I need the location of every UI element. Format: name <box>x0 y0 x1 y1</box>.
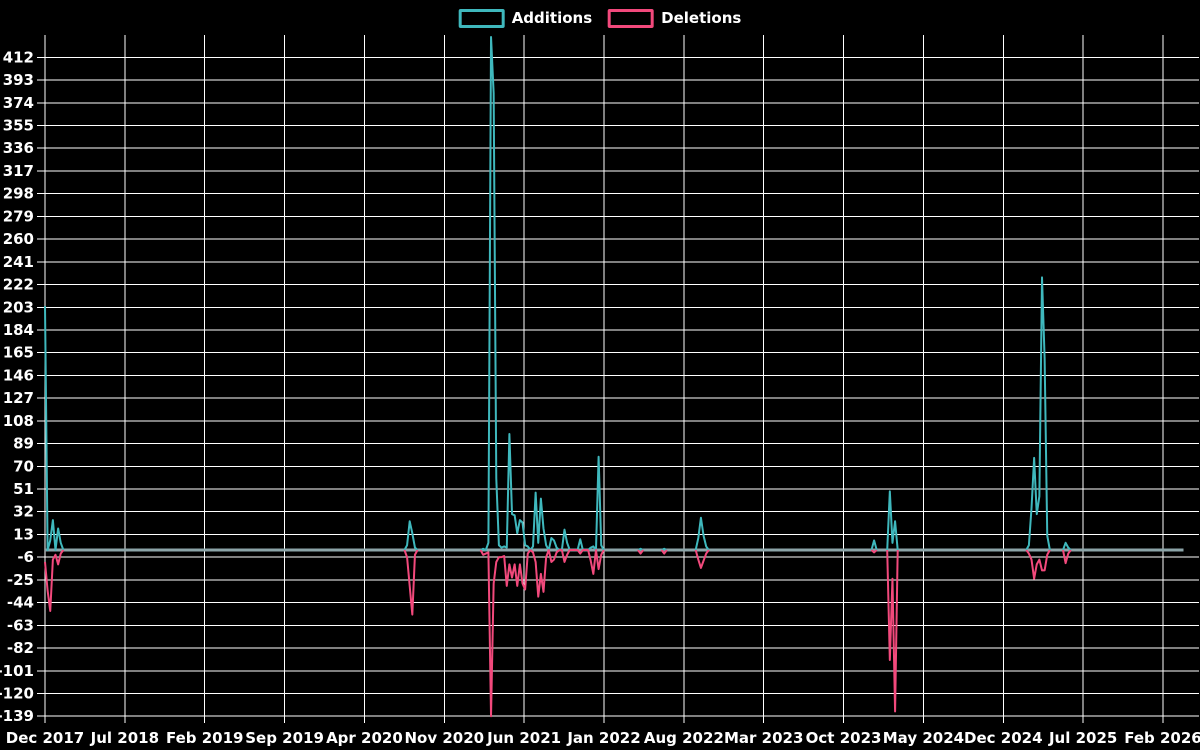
y-tick-label: 146 <box>3 366 34 384</box>
x-tick-label: Feb 2026 <box>1124 729 1200 747</box>
additions-line-segment <box>1025 276 1051 551</box>
y-tick-label: 70 <box>13 457 34 475</box>
y-tick-label: 222 <box>3 276 34 294</box>
additions-line-segment <box>480 36 605 551</box>
y-tick-label: 108 <box>3 412 34 430</box>
y-tick-label: 127 <box>3 389 34 407</box>
y-tick-label: 203 <box>3 298 34 316</box>
y-tick-label: -101 <box>0 662 34 680</box>
series-lines <box>44 36 1072 718</box>
y-tick-label: -82 <box>7 639 34 657</box>
additions-line-segment <box>870 539 878 551</box>
x-tick-label: May 2024 <box>883 729 964 747</box>
deletions-line-segment <box>870 549 878 554</box>
chart-legend: Additions Deletions <box>458 8 741 28</box>
x-tick-label: Dec 2017 <box>6 729 85 747</box>
legend-label-deletions: Deletions <box>661 9 742 27</box>
y-tick-label: 51 <box>13 480 34 498</box>
y-tick-label: 412 <box>3 48 34 66</box>
x-tick-label: Dec 2024 <box>964 729 1043 747</box>
additions-line-segment <box>886 490 899 551</box>
x-tick-label: Mar 2023 <box>724 729 803 747</box>
y-tick-label: 279 <box>3 207 34 225</box>
legend-item-deletions[interactable]: Deletions <box>608 8 741 28</box>
x-tick-label: Aug 2022 <box>644 729 724 747</box>
x-tick-label: Sep 2019 <box>245 729 324 747</box>
y-tick-label: -44 <box>7 594 34 612</box>
deletions-line-segment <box>1062 549 1072 565</box>
y-tick-label: 298 <box>3 185 34 203</box>
deletions-line-segment <box>694 549 710 569</box>
y-tick-label: 260 <box>3 230 34 248</box>
y-tick-label: 13 <box>13 525 34 543</box>
gridlines <box>37 35 1199 723</box>
y-tick-label: 317 <box>3 162 34 180</box>
y-tick-label: 336 <box>3 139 34 157</box>
y-tick-label: 355 <box>3 116 34 134</box>
additions-line-segment <box>1062 541 1072 551</box>
additions-line-segment <box>694 516 710 551</box>
x-tick-label: Jul 2018 <box>90 729 159 747</box>
y-tick-label: 393 <box>3 71 34 89</box>
legend-item-additions[interactable]: Additions <box>458 8 593 28</box>
deletions-line-segment <box>403 549 419 616</box>
x-axis-labels: Dec 2017 Jul 2018 Feb 2019 Sep 2019 Apr 2020… <box>6 729 1200 747</box>
y-tick-label: 32 <box>13 503 34 521</box>
x-tick-label: Apr 2020 <box>326 729 403 747</box>
deletions-line-segment <box>637 549 645 555</box>
x-tick-label: Nov 2020 <box>404 729 484 747</box>
deletions-line-segment <box>479 549 605 718</box>
x-tick-label: Jun 2021 <box>486 729 561 747</box>
x-tick-label: Jan 2022 <box>566 729 640 747</box>
y-tick-label: -6 <box>17 548 34 566</box>
additions-line-segment <box>44 306 65 551</box>
additions-line-segment <box>403 520 419 551</box>
deletions-line-segment <box>1025 549 1051 580</box>
x-tick-label: Feb 2019 <box>166 729 244 747</box>
y-tick-label: 89 <box>13 435 34 453</box>
additions-swatch-icon <box>458 8 505 28</box>
deletions-swatch-icon <box>608 8 655 28</box>
y-tick-label: -25 <box>7 571 34 589</box>
deletions-line-segment <box>886 549 899 713</box>
y-tick-label: -63 <box>7 616 34 634</box>
deletions-line-segment <box>44 549 65 612</box>
y-tick-label: 184 <box>3 321 34 339</box>
y-tick-label: 241 <box>3 253 34 271</box>
deletions-line-segment <box>660 549 668 555</box>
legend-label-additions: Additions <box>511 9 593 27</box>
y-tick-label: -139 <box>0 707 34 725</box>
y-tick-label: -120 <box>0 684 34 702</box>
y-tick-label: 374 <box>3 94 34 112</box>
x-tick-label: Oct 2023 <box>806 729 882 747</box>
x-tick-label: Jul 2025 <box>1048 729 1117 747</box>
y-tick-label: 165 <box>3 344 34 362</box>
y-axis-labels: 412 393 374 355 336 317 298 279 260 241 222 203 184 1… <box>0 48 34 725</box>
